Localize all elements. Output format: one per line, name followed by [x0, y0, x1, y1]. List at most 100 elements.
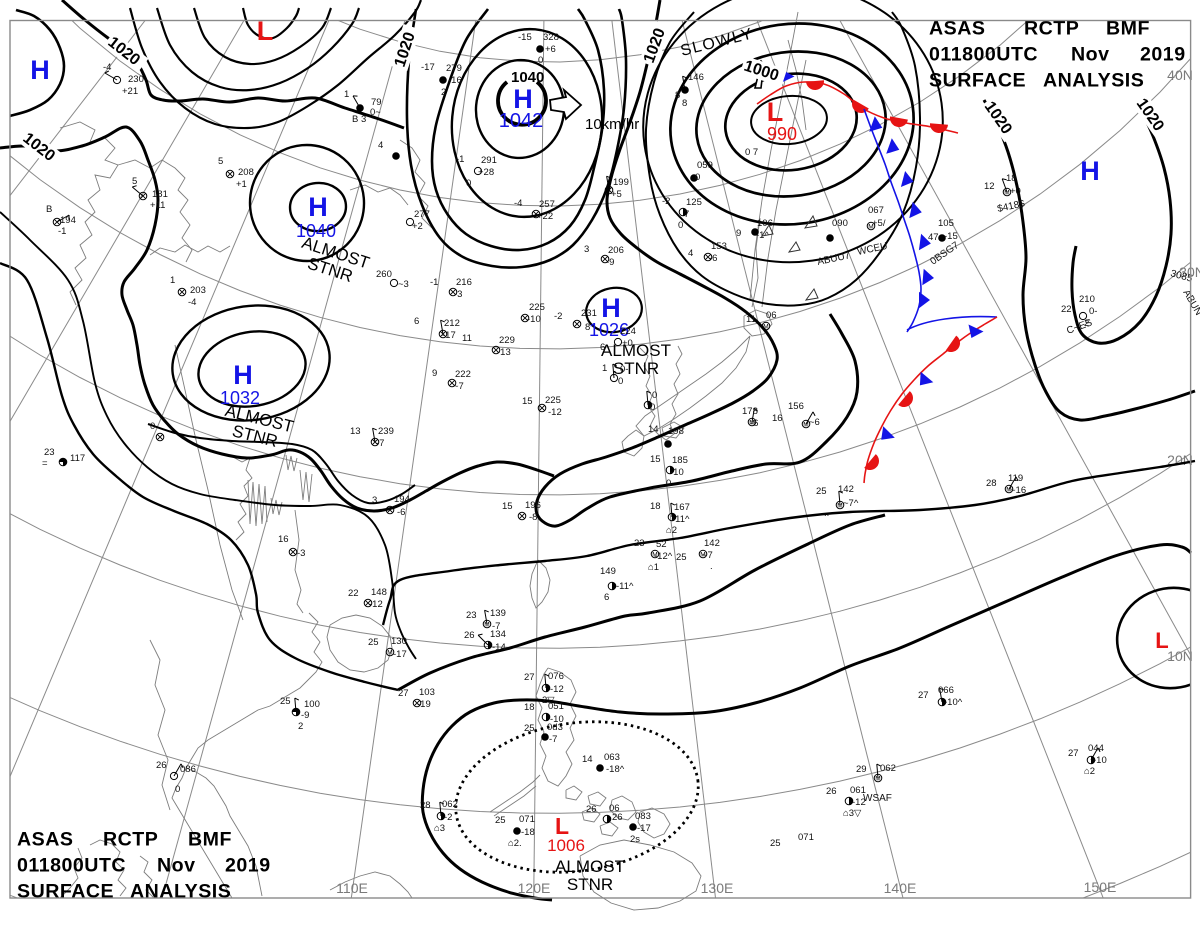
svg-text:~7^: ~7^: [843, 498, 859, 509]
svg-text:-18: -18: [521, 827, 535, 838]
svg-text:148: 148: [371, 587, 387, 598]
svg-text:0: 0: [652, 390, 657, 401]
svg-text:210: 210: [1079, 294, 1095, 305]
svg-text:-17: -17: [421, 62, 435, 73]
svg-text:279: 279: [446, 63, 462, 74]
svg-text:M: M: [749, 420, 754, 427]
svg-text:M: M: [868, 224, 873, 231]
svg-text:-3: -3: [454, 289, 462, 300]
svg-text:26: 26: [464, 630, 475, 641]
svg-text:BMF: BMF: [188, 829, 232, 851]
svg-text:BMF: BMF: [1106, 18, 1150, 40]
svg-text:L: L: [1155, 628, 1168, 653]
svg-text:⌂3: ⌂3: [434, 823, 445, 834]
svg-text:H: H: [308, 192, 328, 222]
svg-text:M: M: [652, 552, 657, 559]
svg-text:+2: +2: [412, 221, 423, 232]
svg-text:12: 12: [984, 181, 995, 192]
svg-text:-2: -2: [554, 311, 562, 322]
svg-text:L: L: [257, 16, 274, 46]
svg-text:25: 25: [770, 838, 781, 849]
svg-text:1: 1: [602, 363, 607, 374]
svg-text:B 3: B 3: [352, 114, 366, 125]
svg-text:199: 199: [613, 177, 629, 188]
svg-text:10N: 10N: [1167, 648, 1193, 664]
svg-text:059: 059: [697, 160, 713, 171]
svg-text:-11^: -11^: [616, 581, 634, 592]
svg-text:-12: -12: [548, 407, 562, 418]
svg-text:11: 11: [462, 333, 472, 344]
svg-text:RCTP: RCTP: [1024, 18, 1079, 40]
svg-text:26: 26: [156, 760, 167, 771]
svg-text:25: 25: [816, 486, 827, 497]
svg-text:22: 22: [348, 588, 359, 599]
svg-text:062: 062: [442, 799, 458, 810]
svg-text:142: 142: [704, 538, 720, 549]
svg-text:291: 291: [481, 155, 497, 166]
svg-text:076: 076: [548, 671, 564, 682]
svg-text:M: M: [484, 622, 489, 629]
svg-text:WSAF: WSAF: [863, 793, 892, 804]
svg-text:0: 0: [678, 220, 683, 231]
svg-text:196: 196: [525, 500, 541, 511]
svg-text:⌂3▽: ⌂3▽: [843, 808, 862, 819]
svg-text:27: 27: [918, 690, 929, 701]
svg-text:990: 990: [767, 124, 797, 144]
svg-text:134: 134: [490, 629, 506, 640]
svg-text:-17: -17: [393, 649, 407, 660]
svg-text:011800UTC: 011800UTC: [929, 44, 1038, 66]
svg-text:M: M: [700, 552, 705, 559]
svg-text:H: H: [1080, 156, 1100, 186]
svg-text:208: 208: [238, 167, 254, 178]
svg-text:1040: 1040: [511, 69, 544, 86]
svg-text:277: 277: [414, 209, 430, 220]
svg-text:⌂2.: ⌂2.: [508, 838, 522, 849]
svg-text:RCTP: RCTP: [103, 829, 158, 851]
svg-text:14: 14: [582, 754, 593, 765]
svg-text:4: 4: [688, 248, 693, 259]
svg-text:2: 2: [298, 721, 303, 732]
svg-text:H: H: [30, 55, 50, 85]
svg-text:-6: -6: [750, 418, 758, 429]
svg-text:Nov: Nov: [157, 855, 196, 877]
svg-text:120E: 120E: [518, 880, 551, 896]
svg-text:⌂2: ⌂2: [666, 525, 677, 536]
svg-text:4: 4: [378, 140, 383, 151]
svg-text:083: 083: [635, 811, 651, 822]
svg-text:-12: -12: [369, 599, 383, 610]
svg-text:130: 130: [391, 636, 407, 647]
svg-text:M: M: [1004, 190, 1009, 197]
svg-text:142: 142: [838, 484, 854, 495]
svg-text:117: 117: [70, 453, 85, 464]
svg-text:30N: 30N: [1179, 264, 1200, 280]
svg-text:-9: -9: [606, 257, 614, 268]
svg-text:156: 156: [788, 401, 804, 412]
svg-text:105: 105: [938, 218, 954, 229]
svg-text:47: 47: [928, 232, 939, 243]
svg-text:~3: ~3: [398, 279, 409, 290]
svg-text:13: 13: [350, 426, 361, 437]
svg-text:067: 067: [868, 205, 884, 216]
svg-text:~7: ~7: [453, 381, 464, 392]
svg-text:-4: -4: [188, 297, 196, 308]
svg-text:149: 149: [600, 566, 616, 577]
svg-text:185: 185: [672, 455, 688, 466]
svg-text:M: M: [1006, 487, 1011, 494]
svg-text:9: 9: [432, 368, 437, 379]
svg-text:0 7: 0 7: [745, 147, 758, 158]
svg-text:1032: 1032: [220, 388, 260, 408]
svg-text:110E: 110E: [336, 880, 368, 896]
svg-text:0: 0: [150, 421, 155, 432]
svg-text:212: 212: [444, 318, 460, 329]
svg-text:011800UTC: 011800UTC: [17, 855, 126, 877]
svg-text:6: 6: [604, 592, 609, 603]
svg-text:044: 044: [1088, 743, 1104, 754]
svg-text:-8: -8: [529, 512, 537, 523]
svg-text:-19: -19: [417, 699, 431, 710]
svg-text:8: 8: [682, 98, 687, 109]
svg-text:230: 230: [128, 74, 144, 85]
svg-text:-4: -4: [514, 198, 522, 209]
svg-text:0-: 0-: [620, 364, 628, 375]
svg-text:25: 25: [524, 723, 535, 734]
svg-text:22: 22: [1061, 304, 1072, 315]
